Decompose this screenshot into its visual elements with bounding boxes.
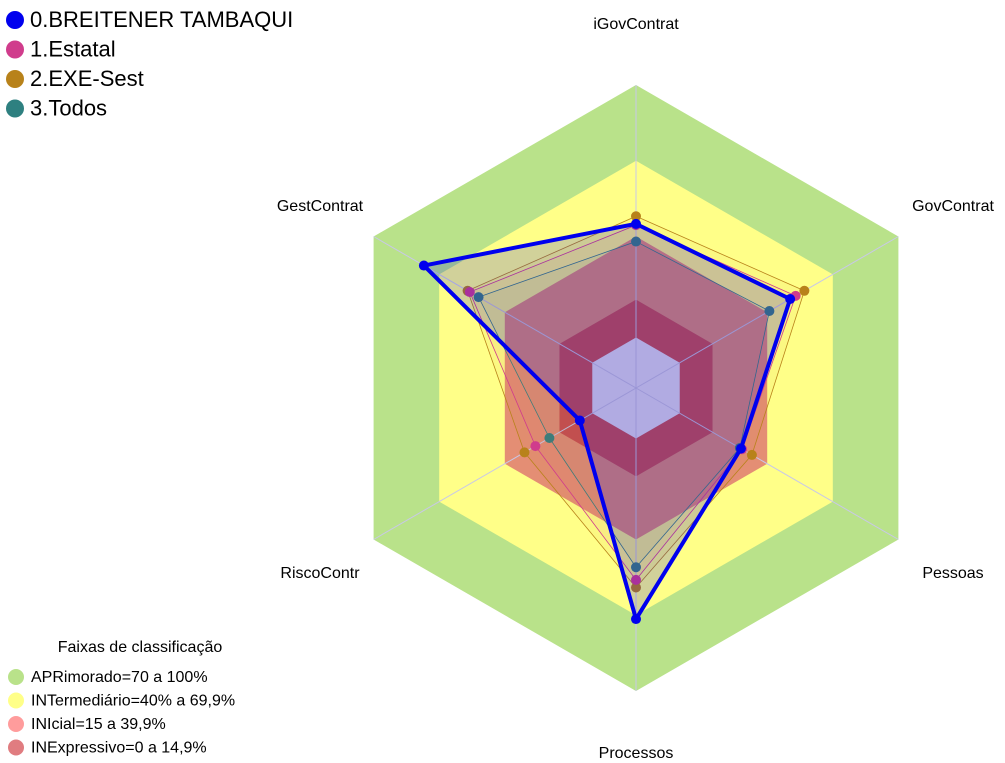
axis-label: GestContrat	[277, 198, 364, 215]
bands	[373, 85, 899, 691]
spoke	[635, 387, 899, 540]
axis-label: GovContrat	[912, 198, 994, 215]
series-point	[473, 292, 484, 303]
series-point	[418, 260, 429, 271]
band-legend-label: INIcial=15 a 39,9%	[31, 716, 166, 733]
series-point	[764, 305, 775, 316]
series-point	[464, 287, 475, 298]
legend-label: 0.BREITENER TAMBAQUI	[30, 7, 293, 32]
series-point	[735, 443, 746, 454]
series-point	[631, 562, 641, 573]
band-legend-marker	[8, 716, 24, 732]
series-point	[631, 236, 641, 247]
labels: iGovContrat GovContrat Pessoas Processos Ris…	[277, 16, 995, 762]
series-point	[574, 415, 585, 426]
series-point	[631, 614, 641, 625]
bands-legend-title: Faixas de classificação	[58, 639, 223, 656]
band-legend-marker	[8, 692, 24, 709]
spoke	[373, 236, 637, 389]
legend-label: 3.Todos	[30, 95, 107, 120]
series-point	[631, 582, 641, 593]
legend-marker	[6, 99, 24, 118]
band-legend-marker	[8, 669, 24, 685]
series-point	[544, 432, 555, 443]
legend-marker	[6, 11, 24, 29]
legend-label: 1.Estatal	[30, 36, 116, 61]
axis-label: Processos	[599, 745, 674, 762]
series-point	[631, 574, 641, 585]
band-legend-label: INExpressivo=0 a 14,9%	[31, 740, 207, 757]
series-point	[785, 293, 796, 304]
legend-label: 2.EXE-Sest	[30, 66, 144, 91]
axis-label: Pessoas	[922, 565, 983, 582]
band-legend-label: APRimorado=70 a 100%	[31, 669, 208, 686]
series-point	[519, 447, 530, 458]
band-legend-label: INTermediário=40% a 69,9%	[31, 693, 235, 710]
axis-label: RiscoContr	[280, 565, 360, 582]
band-legend-marker	[8, 739, 24, 756]
series-point	[631, 211, 641, 222]
legend-marker	[6, 70, 24, 88]
axis-label: iGovContrat	[593, 16, 679, 33]
series-point	[799, 285, 810, 296]
series-point	[631, 218, 641, 229]
series-point	[530, 441, 541, 452]
series	[418, 211, 810, 625]
spoke	[373, 387, 637, 540]
series-point	[746, 449, 757, 460]
legend-marker	[6, 40, 24, 59]
